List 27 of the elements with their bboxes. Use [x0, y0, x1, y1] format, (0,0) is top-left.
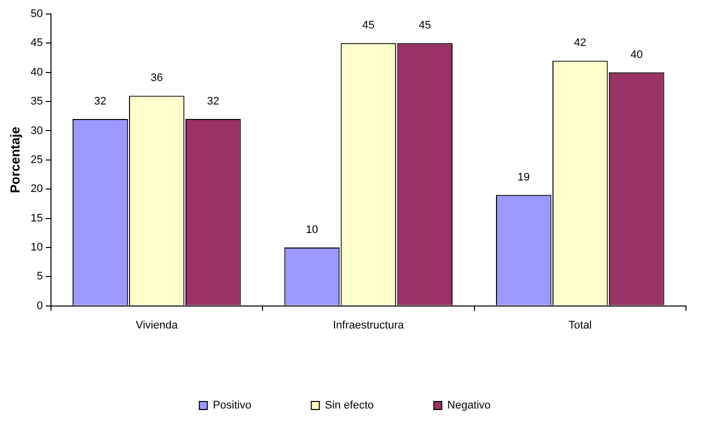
y-tick-label: 5	[36, 270, 43, 283]
y-tick-label: 30	[30, 124, 43, 137]
x-tick-label: Vivienda	[136, 319, 179, 332]
x-tick-label: Infraestructura	[332, 319, 405, 332]
data-label: 10	[306, 224, 318, 236]
data-label: 32	[207, 96, 220, 108]
y-tick-label: 50	[30, 8, 43, 20]
y-tick-label: 45	[30, 37, 43, 50]
y-tick-label: 0	[36, 300, 43, 312]
data-label: 45	[362, 20, 375, 32]
y-axis-title: Porcentaje	[7, 126, 22, 194]
x-tick-label: Total	[568, 319, 592, 332]
y-tick-label: 25	[30, 154, 43, 166]
y-tick-label: 20	[30, 183, 43, 196]
data-label: 36	[150, 72, 163, 84]
legend-label: Sin efecto	[324, 400, 374, 412]
data-label: 40	[630, 48, 643, 61]
y-tick-label: 35	[30, 96, 43, 108]
data-label: 19	[518, 171, 530, 184]
legend-label: Negativo	[447, 400, 491, 412]
y-tick-label: 10	[30, 241, 43, 254]
data-label: 42	[574, 37, 586, 50]
y-tick-label: 40	[30, 66, 43, 78]
legend-label: Positivo	[212, 400, 252, 412]
y-tick-label: 15	[30, 212, 43, 224]
data-label: 32	[94, 96, 106, 108]
data-label: 45	[418, 20, 431, 32]
